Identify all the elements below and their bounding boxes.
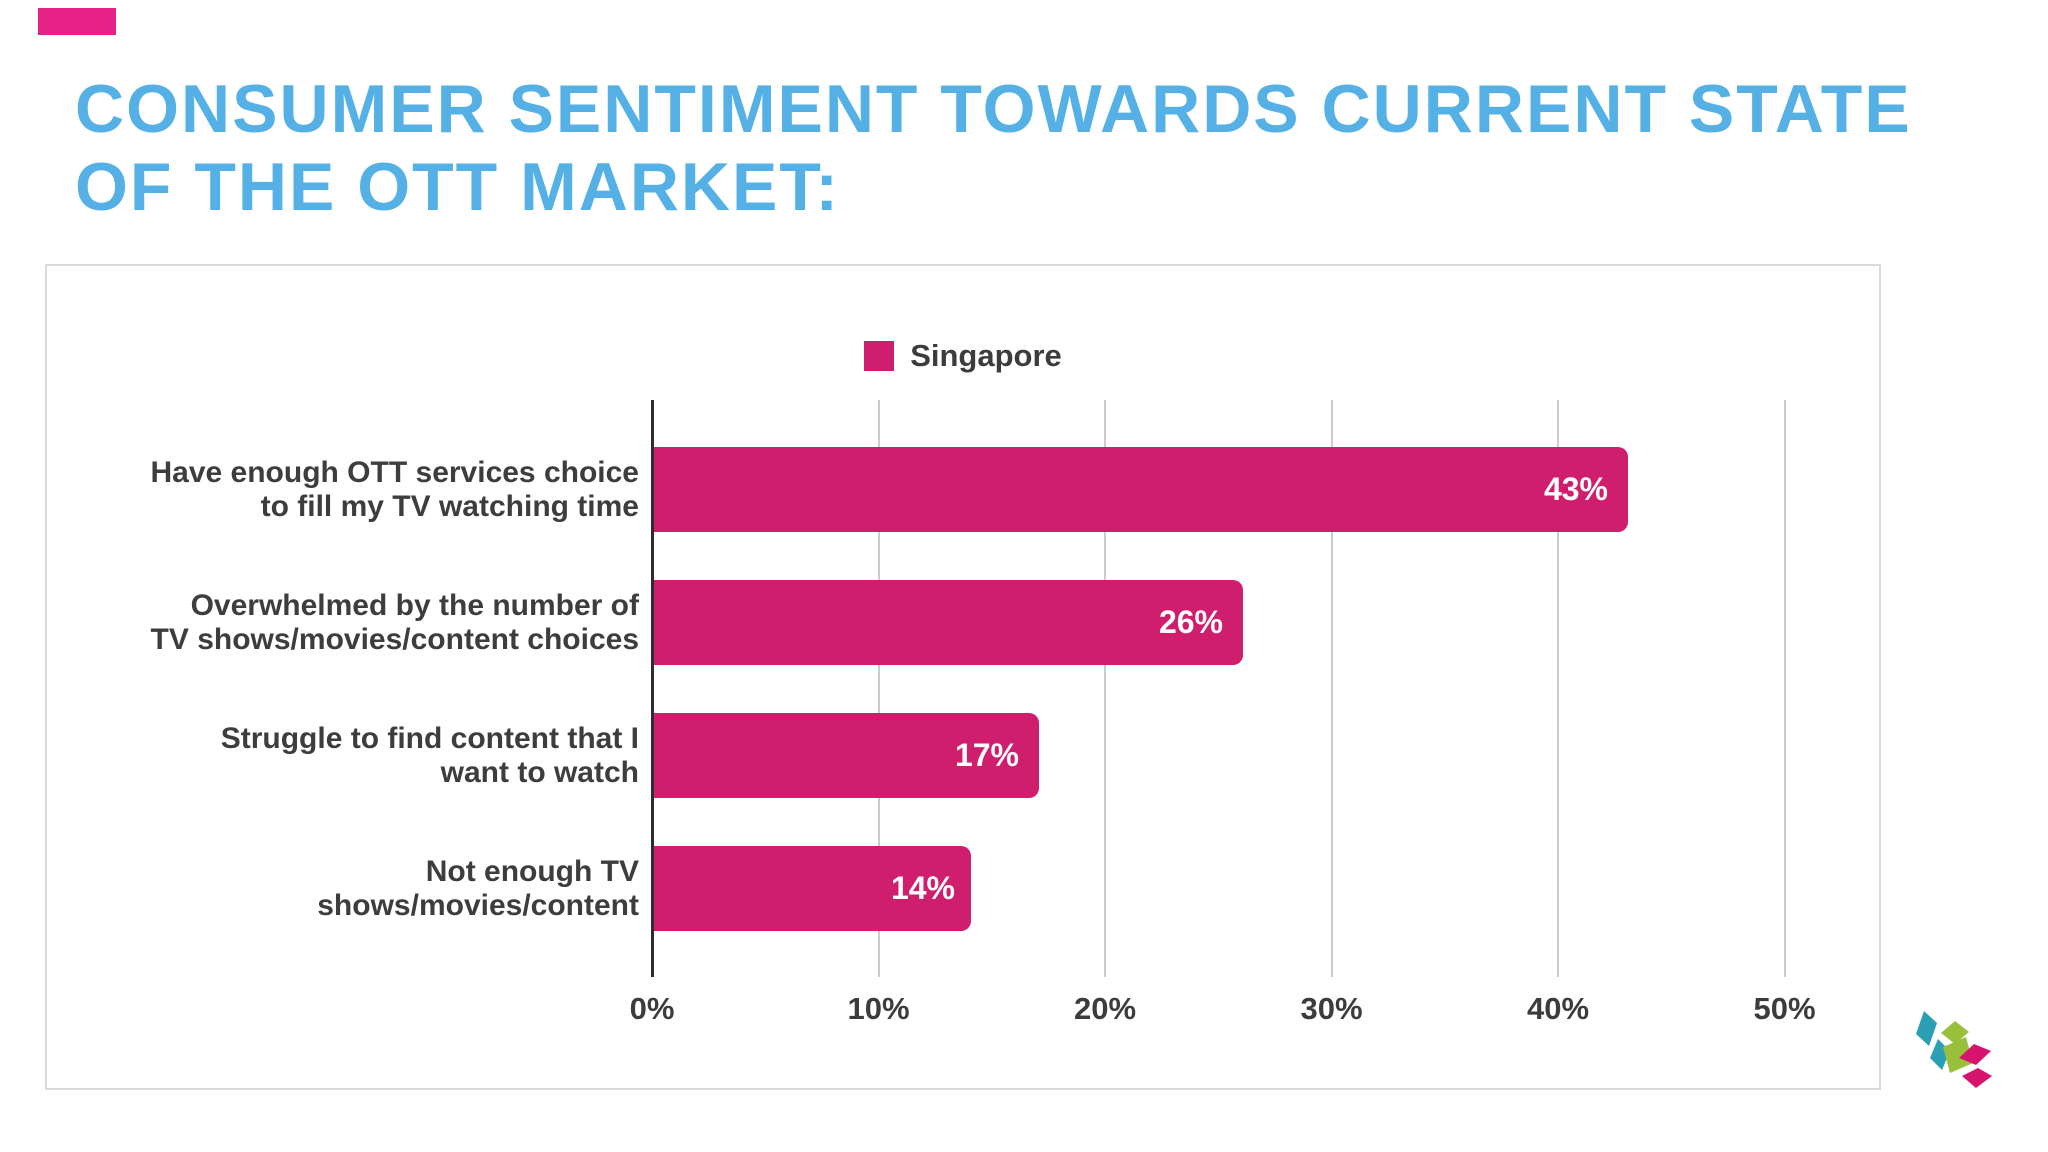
bar-1: 43% [654,447,1628,532]
category-label-line-1: Not enough TV [425,854,639,888]
category-label-line-2: to fill my TV watching time [260,489,639,523]
bar-value-label: 14% [890,870,955,906]
bar-2: 26% [654,580,1243,665]
gridline [877,400,880,977]
category-label: Overwhelmed by the number of TV shows/mov… [67,589,639,657]
chart-legend: Singapore [47,338,1879,374]
category-label-line-2: TV shows/movies/content choices [150,622,639,656]
category-label-line-1: Have enough OTT services choice [150,455,639,489]
x-tick-label: 30% [1300,991,1363,1026]
accent-bar [38,8,116,35]
category-label-line-1: Struggle to find content that I [220,721,639,755]
x-tick-label: 20% [1073,991,1137,1026]
bar-4: 14% [654,846,971,931]
bar-value-label: 43% [1543,471,1608,507]
chart-panel: Singapore 43% 26% 17% 14% Have enough OTT s… [45,264,1881,1090]
category-label-line-2: shows/movies/content [317,888,639,922]
category-label-line-1: Overwhelmed by the number of [190,588,639,622]
category-label-line-2: want to watch [440,755,639,789]
page-title: CONSUMER SENTIMENT TOWARDS CURRENT STATE… [75,70,1975,226]
bar-value-label: 17% [954,737,1019,773]
x-tick-label: 50% [1753,991,1816,1026]
gridline [1104,400,1106,977]
gridline [1783,400,1786,977]
legend-swatch-singapore [864,341,895,371]
gridline [1330,400,1333,977]
page-title-line-2: OF THE OTT MARKET: [75,149,841,225]
bar-3: 17% [654,713,1039,798]
x-tick-label: 10% [847,991,910,1026]
gridline [1557,400,1559,977]
category-label: Have enough OTT services choice to fill m… [67,456,639,524]
x-tick-label: 0% [629,991,675,1026]
x-tick-label: 40% [1526,991,1590,1026]
page-title-line-1: CONSUMER SENTIMENT TOWARDS CURRENT STATE [75,71,1912,147]
y-axis-line [650,400,654,977]
bar-value-label: 26% [1158,604,1223,640]
category-label: Not enough TV shows/movies/content [67,855,639,923]
brand-logo-icon [1916,1011,1992,1088]
legend-label: Singapore [910,338,1062,373]
